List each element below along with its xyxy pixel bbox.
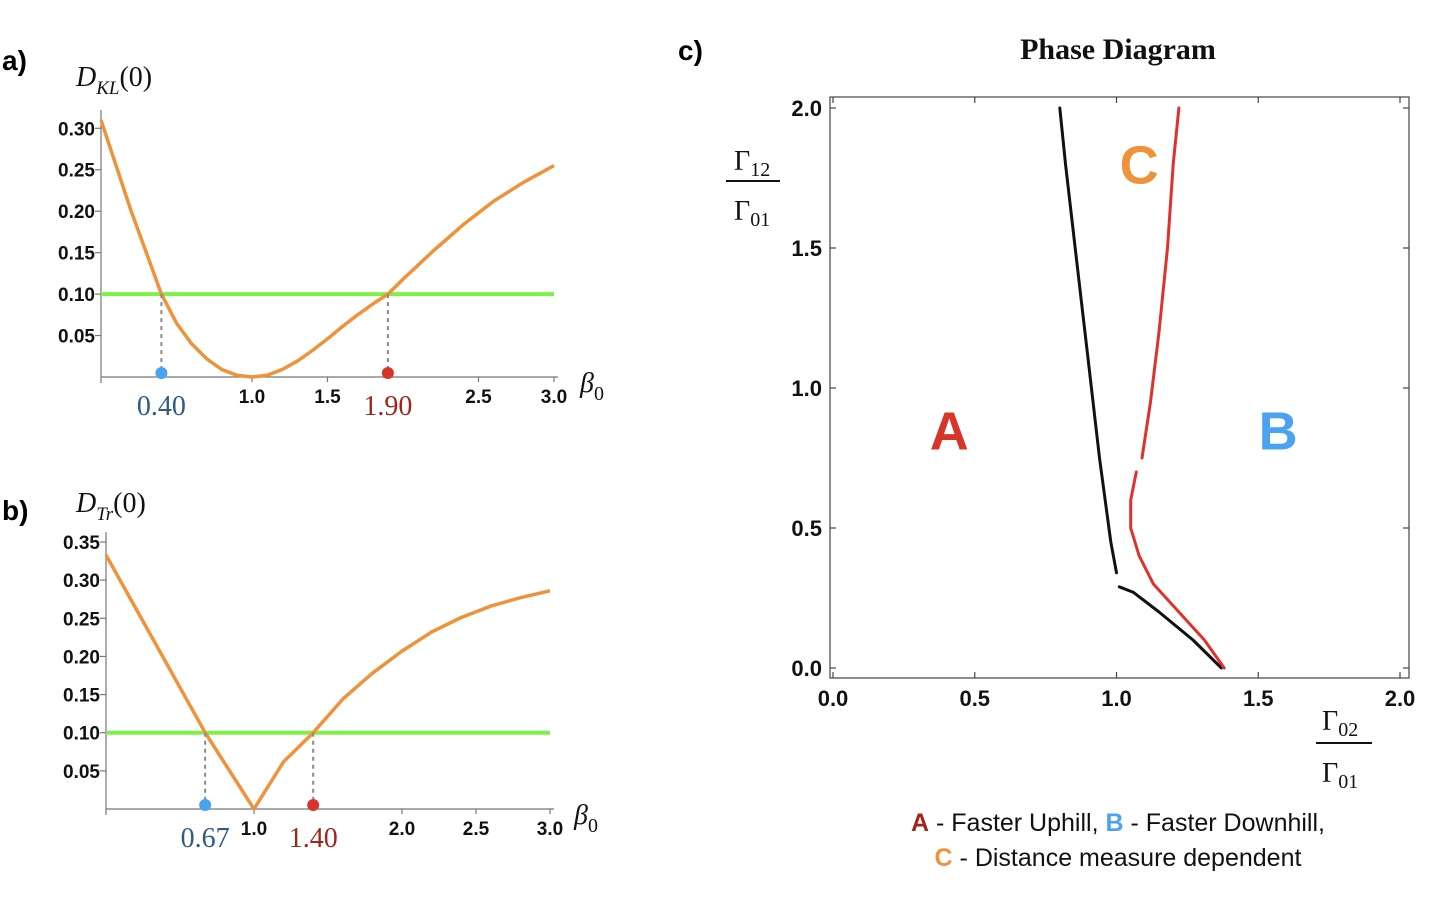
a-xtick-label: 3.0 xyxy=(541,387,567,408)
legend-text-a: - Faster Uphill, xyxy=(929,809,1105,837)
c-region-label-a: A xyxy=(930,402,969,462)
panel-a-ylabel: DKL(0) xyxy=(75,62,152,99)
a-ytick-label: 0.25 xyxy=(58,161,95,182)
b-ytick-label: 0.10 xyxy=(63,724,100,745)
c-boundary-black-upper xyxy=(1058,106,1118,575)
c-boundary-red-upper xyxy=(1140,106,1181,460)
panel-c-title: Phase Diagram xyxy=(1020,33,1216,66)
legend-text-c: - Distance measure dependent xyxy=(953,844,1302,872)
a-ytick-label: 0.15 xyxy=(58,244,95,265)
c-xtick-label: 1.0 xyxy=(1101,686,1132,711)
panel-a-axes: 0.05 0.10 0.15 0.20 0.25 0.30 1.0 1.5 2.5 3.0 0.40… xyxy=(58,110,567,422)
b-crossing-marker-right xyxy=(307,799,320,811)
panel-a-label: a) xyxy=(2,45,27,76)
panel-b-label: b) xyxy=(2,495,28,526)
b-ytick-label: 0.05 xyxy=(63,762,100,783)
c-boundary-red-lower xyxy=(1129,470,1226,670)
legend-text-b: - Faster Downhill, xyxy=(1124,809,1325,837)
a-curve xyxy=(99,119,555,379)
panel-c-xlabel: Γ02 Γ01 xyxy=(1316,706,1372,793)
panel-c-xlabel-denominator: Γ01 xyxy=(1322,758,1358,793)
panel-a: a) 0.050.100.150.200.250.301.0 1.5 2.5 3.00… xyxy=(2,45,604,422)
panel-c-ylabel: Γ12 Γ01 xyxy=(726,146,780,231)
b-ytick-label: 0.20 xyxy=(63,647,100,668)
b-ytick-label: 0.35 xyxy=(63,533,100,554)
c-ytick-label: 1.0 xyxy=(791,376,822,401)
legend-line-2: C - Distance measure dependent xyxy=(935,844,1302,872)
c-ytick-label: 0.0 xyxy=(791,656,822,681)
legend-key-c: C xyxy=(935,844,953,872)
c-xtick-label: 0.5 xyxy=(959,686,990,711)
legend-line-1: A - Faster Uphill, B - Faster Downhill, xyxy=(911,809,1325,837)
legend-key-b: B xyxy=(1105,809,1123,837)
b-xtick-label: 2.0 xyxy=(389,819,415,840)
a-xtick-label: 1.0 xyxy=(239,387,265,408)
a-ytick-label: 0.05 xyxy=(58,327,95,348)
a-crossing-label-left: 0.40 xyxy=(137,391,186,422)
panel-c-axes: 0.0 0.5 1.0 1.5 2.0 0.0 0.5 1.0 1.5 2.0 A B C xyxy=(791,96,1415,711)
a-ytick-label: 0.20 xyxy=(58,202,95,223)
a-xtick-label: 1.5 xyxy=(314,387,341,408)
c-xtick-label: 0.0 xyxy=(818,686,849,711)
c-ytick-label: 2.0 xyxy=(791,96,822,121)
b-curve xyxy=(104,554,551,811)
b-crossing-label-left: 0.67 xyxy=(181,823,230,854)
panel-a-xlabel: β0 xyxy=(579,368,604,405)
b-ytick-label: 0.15 xyxy=(63,686,100,707)
b-xtick-label: 1.0 xyxy=(241,819,267,840)
a-crossing-label-right: 1.90 xyxy=(363,391,412,422)
c-region-label-c: C xyxy=(1120,136,1159,196)
c-xtick-label: 2.0 xyxy=(1385,686,1416,711)
c-ytick-label: 1.5 xyxy=(791,236,822,261)
a-crossing-marker-left xyxy=(155,367,168,379)
panel-c-ylabel-numerator: Γ12 xyxy=(734,146,770,181)
panel-c-xlabel-numerator: Γ02 xyxy=(1322,706,1358,741)
b-ytick-label: 0.30 xyxy=(63,571,100,592)
b-crossing-label-right: 1.40 xyxy=(289,823,338,854)
panel-b-xlabel: β0 xyxy=(573,800,598,837)
panel-b: b) 0.05 0.10 0.15 0.20 0.25 0.30 0.35 1.0 2.0 2.5… xyxy=(2,488,598,854)
panel-c: c) Phase Diagram 0.0 0.5 1.0 1.5 2.0 0.0 0.5 1.… xyxy=(678,33,1415,872)
panel-c-label: c) xyxy=(678,35,703,66)
a-ytick-label: 0.30 xyxy=(58,119,95,140)
c-xtick-label: 1.5 xyxy=(1243,686,1274,711)
c-ytick-label: 0.5 xyxy=(791,516,822,541)
panel-b-axes: 0.05 0.10 0.15 0.20 0.25 0.30 0.35 1.0 2.0 2.5 3.0… xyxy=(63,532,563,854)
panel-b-ylabel: DTr(0) xyxy=(75,488,146,525)
b-ytick-label: 0.25 xyxy=(63,609,100,630)
c-boundary-black-lower xyxy=(1117,585,1223,670)
c-region-label-b: B xyxy=(1259,402,1298,462)
panel-c-ylabel-denominator: Γ01 xyxy=(734,196,770,231)
b-xtick-label: 2.5 xyxy=(463,819,490,840)
a-crossing-marker-right xyxy=(381,367,394,379)
a-xtick-label: 2.5 xyxy=(465,387,492,408)
b-xtick-label: 3.0 xyxy=(537,819,563,840)
a-ytick-label: 0.10 xyxy=(58,285,95,306)
b-crossing-marker-left xyxy=(199,799,212,811)
legend-key-a: A xyxy=(911,809,929,837)
